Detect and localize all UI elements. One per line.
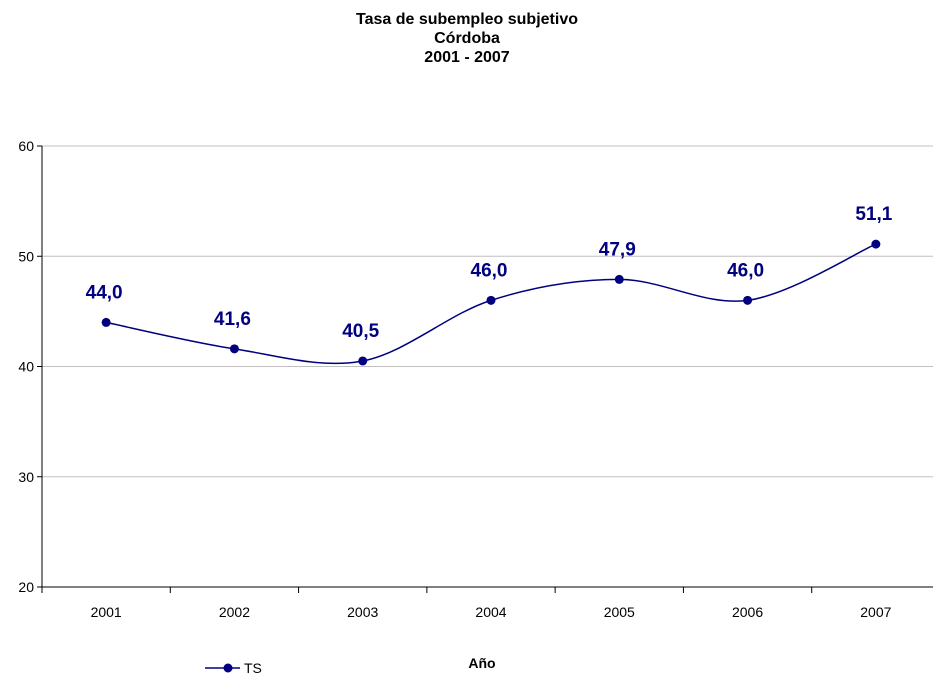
data-label-2003: 40,5 [342,321,379,342]
data-point-2002 [229,344,239,354]
chart-title-line-3: 2001 - 2007 [424,49,510,66]
chart-title: Tasa de subempleo subjetivo Córdoba 2001… [356,11,578,66]
data-point-2001 [101,317,111,327]
y-tick-label: 60 [18,138,34,154]
x-tick-label: 2004 [475,604,506,620]
x-axis-ticks: 2001 2002 2003 2004 2005 2006 2007 [41,587,892,620]
data-label-2002: 41,6 [214,309,251,330]
series-ts [101,239,881,366]
chart-title-line-2: Córdoba [434,30,500,47]
x-tick-label: 2003 [347,604,378,620]
data-label-2005: 47,9 [599,239,636,260]
legend-label-ts: TS [244,660,262,675]
data-point-2005 [614,274,624,284]
y-tick-label: 30 [18,469,34,485]
data-point-2006 [743,295,753,305]
chart-title-line-1: Tasa de subempleo subjetivo [356,11,578,28]
y-tick-label: 20 [18,579,34,595]
x-tick-label: 2007 [860,604,891,620]
data-label-2001: 44,0 [86,282,123,303]
legend-marker-swatch [223,663,233,673]
data-label-2007: 51,1 [855,204,892,225]
y-axis-ticks: 20 30 40 50 60 [18,138,42,595]
x-axis-title: Año [468,655,495,671]
x-tick-label: 2005 [604,604,635,620]
x-tick-label: 2002 [219,604,250,620]
data-point-2003 [358,356,368,366]
x-tick-label: 2006 [732,604,763,620]
y-tick-label: 50 [18,248,34,264]
data-point-2004 [486,295,496,305]
gridlines [42,145,933,478]
x-tick-label: 2001 [91,604,122,620]
data-labels: 44,0 41,6 40,5 46,0 47,9 46,0 51,1 [86,204,893,342]
legend: TS [205,660,262,675]
data-point-2007 [871,239,881,249]
y-tick-label: 40 [18,359,34,375]
data-label-2004: 46,0 [471,260,508,281]
data-label-2006: 46,0 [727,260,764,281]
